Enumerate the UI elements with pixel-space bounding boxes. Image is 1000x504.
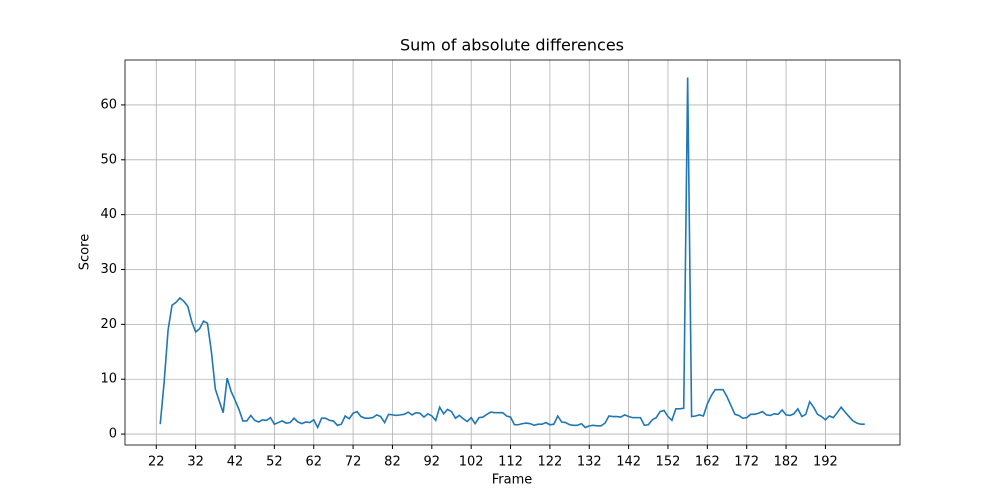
x-tick-label: 92 [424, 455, 441, 470]
x-tick-label: 42 [227, 455, 244, 470]
data-line [159, 77, 865, 430]
x-tick-label: 192 [813, 455, 838, 470]
plot-frame [124, 59, 901, 446]
y-tick-label: 10 [100, 372, 117, 387]
y-tick-label: 30 [100, 262, 117, 277]
y-tick-label: 40 [100, 207, 117, 222]
y-tick-label: 20 [100, 317, 117, 332]
y-axis-label: Score [78, 234, 93, 270]
x-tick-label: 82 [384, 455, 401, 470]
x-tick-label: 162 [695, 455, 720, 470]
y-tick-label: 60 [100, 97, 117, 112]
x-axis-label: Frame [492, 473, 533, 488]
x-tick-label: 72 [345, 455, 362, 470]
y-tick-label: 50 [100, 152, 117, 167]
x-tick-label: 132 [577, 455, 602, 470]
chart-title: Sum of absolute differences [400, 36, 624, 55]
x-tick-label: 32 [187, 455, 204, 470]
x-tick-label: 122 [537, 455, 562, 470]
x-tick-label: 62 [305, 455, 322, 470]
x-tick-label: 112 [498, 455, 523, 470]
x-tick-label: 102 [459, 455, 484, 470]
x-tick-label: 142 [616, 455, 641, 470]
x-tick-label: 182 [774, 455, 799, 470]
x-tick-label: 22 [148, 455, 165, 470]
y-tick-label: 0 [109, 427, 117, 442]
x-tick-label: 172 [734, 455, 759, 470]
x-tick-label: 152 [656, 455, 681, 470]
x-tick-label: 52 [266, 455, 283, 470]
